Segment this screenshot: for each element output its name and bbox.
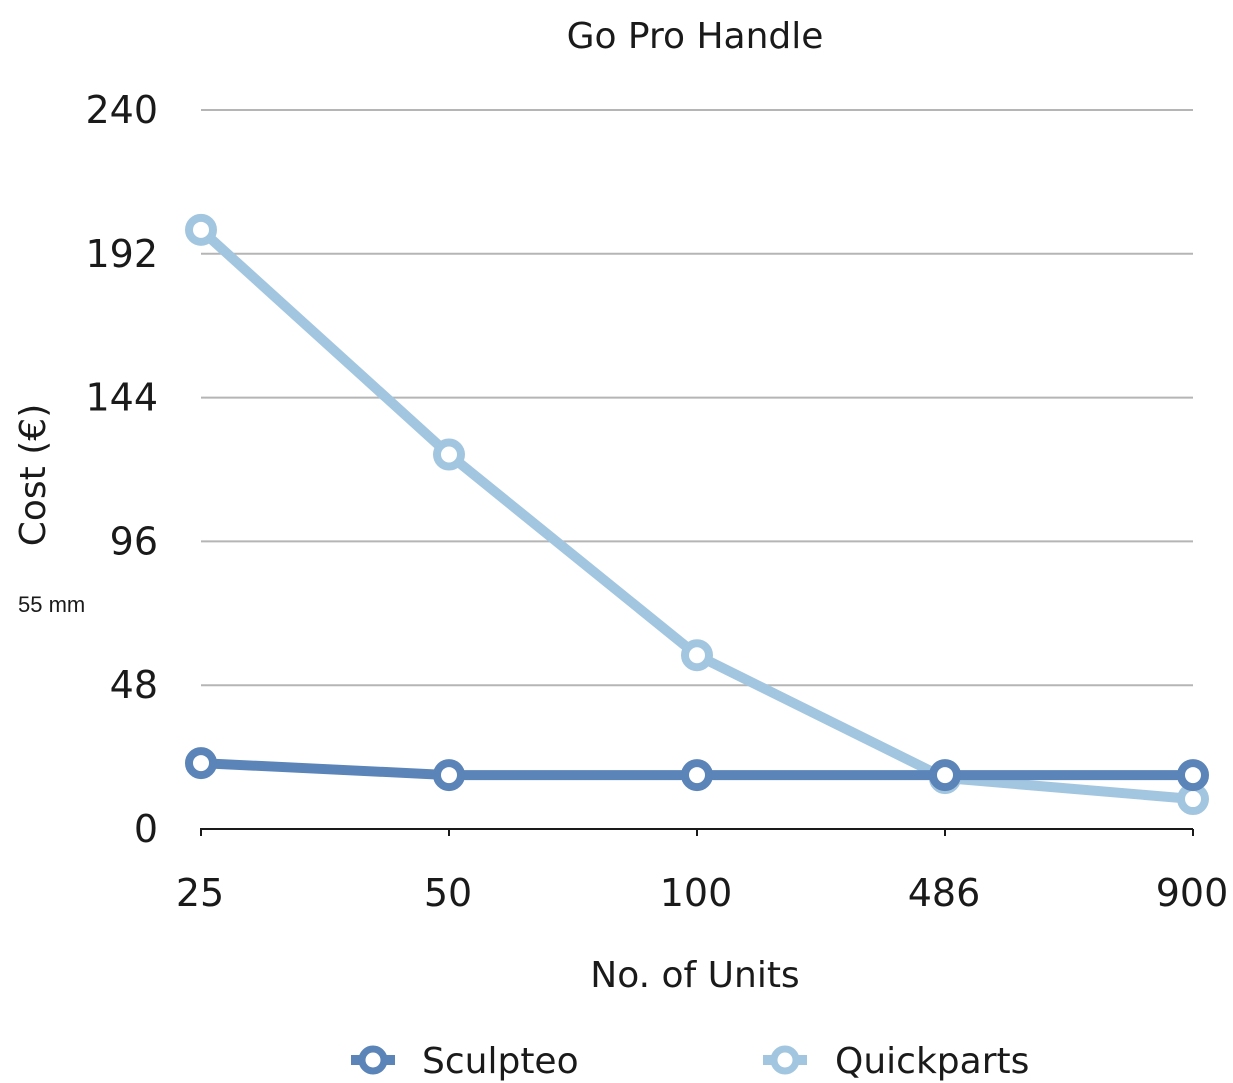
legend-swatch-marker <box>770 1045 800 1075</box>
x-tick-label: 100 <box>660 871 733 915</box>
series-layer <box>185 213 1209 816</box>
y-axis-label: Cost (€) <box>13 404 54 546</box>
x-tick-label: 486 <box>908 871 981 915</box>
data-point <box>433 438 465 471</box>
data-point <box>185 213 217 246</box>
y-tick-label: 144 <box>85 376 158 420</box>
y-tick-label: 240 <box>85 88 158 132</box>
legend-swatch-marker <box>358 1045 388 1075</box>
legend-item-sculpteo: Sculpteo <box>351 1041 579 1082</box>
data-point <box>1177 759 1209 792</box>
legend-label: Quickparts <box>835 1041 1029 1082</box>
x-tick-label: 900 <box>1156 871 1229 915</box>
chart-annotation: 55 mm <box>18 592 85 617</box>
data-point <box>929 759 961 792</box>
legend-label: Sculpteo <box>422 1041 579 1082</box>
data-point <box>433 759 465 792</box>
legend: Sculpteo Quickparts <box>351 1041 1029 1082</box>
series-quickparts <box>185 213 1209 816</box>
x-tick-label: 25 <box>176 871 224 915</box>
series-sculpteo <box>185 747 1209 792</box>
data-point <box>681 639 713 672</box>
x-axis-label: No. of Units <box>590 955 799 996</box>
legend-item-quickparts: Quickparts <box>763 1041 1029 1082</box>
x-axis-ticks: 25 50 100 486 900 <box>176 829 1228 915</box>
y-tick-label: 192 <box>85 232 158 276</box>
y-tick-label: 0 <box>134 807 158 851</box>
y-tick-label: 48 <box>110 663 158 707</box>
chart-title: Go Pro Handle <box>567 16 824 57</box>
y-axis-ticks: 0 48 96 144 192 240 <box>85 88 158 851</box>
x-tick-label: 50 <box>424 871 472 915</box>
series-line <box>196 224 1198 805</box>
data-point <box>185 747 217 780</box>
gridlines <box>201 109 1193 687</box>
data-point <box>681 759 713 792</box>
y-tick-label: 96 <box>110 519 158 563</box>
